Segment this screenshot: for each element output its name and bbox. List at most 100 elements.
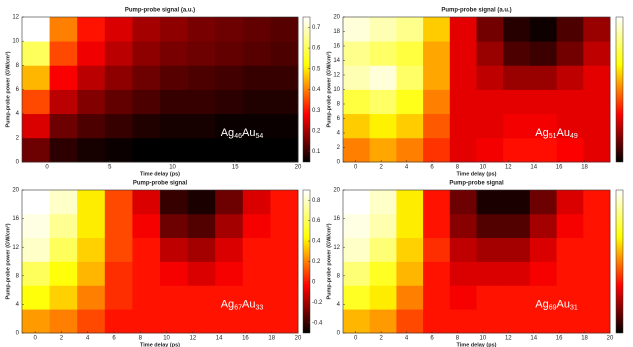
heat-cell	[556, 213, 584, 239]
heat-cell	[160, 190, 188, 215]
heat-cell	[132, 237, 161, 262]
heat-cell	[22, 65, 50, 90]
heat-cell	[187, 113, 216, 139]
heat-cell	[215, 41, 244, 66]
annotation-text: Ag	[535, 298, 548, 310]
y-axis-label: Pump-probe power (GW/cm²)	[325, 223, 332, 299]
annotation: Ag67Au33	[221, 298, 264, 311]
colorbar-tick-label: 0.1	[312, 149, 321, 155]
heat-cell	[270, 285, 299, 310]
y-tick-label: 12	[12, 15, 19, 21]
heat-cell	[449, 41, 477, 66]
x-tick-label: 0	[33, 336, 37, 342]
heat-cell	[556, 17, 584, 42]
heat-cell	[503, 89, 531, 115]
heat-cell	[242, 65, 271, 90]
y-tick-label: 0	[337, 160, 341, 166]
heat-cell	[556, 65, 584, 90]
heat-cell	[343, 65, 371, 90]
annotation-subscript: 69	[549, 304, 557, 311]
heat-cell	[449, 237, 477, 262]
heat-cell	[529, 190, 557, 215]
heat-cell	[49, 237, 78, 262]
heat-cell	[369, 237, 397, 262]
heat-cell	[583, 89, 611, 115]
annotation-text: Au	[557, 298, 570, 310]
x-axis-label: Time delay (ps)	[457, 171, 497, 177]
y-tick-label: 16	[12, 216, 19, 222]
y-axis-label: Pump-probe power (GW/cm²)	[4, 51, 11, 127]
heat-cell	[396, 285, 424, 310]
heat-cell	[423, 261, 451, 286]
heat-cell	[160, 285, 188, 310]
heat-cell	[77, 213, 106, 239]
x-tick-label: 10	[169, 165, 176, 171]
heat-cell	[583, 17, 611, 42]
heat-cell	[423, 89, 451, 115]
heat-cell	[476, 17, 504, 42]
heat-cell	[132, 213, 161, 239]
heat-cell	[369, 17, 397, 42]
heat-cell	[104, 285, 133, 310]
heat-cell	[343, 261, 371, 286]
heat-cell	[49, 137, 78, 163]
heat-cell	[583, 309, 611, 334]
y-tick-label: 14	[333, 58, 340, 64]
heat-cell	[104, 89, 133, 115]
heat-cell	[160, 237, 188, 262]
plot-frame	[21, 189, 299, 334]
y-tick-label: 8	[337, 273, 341, 279]
heat-cell	[396, 113, 424, 139]
x-tick-label: 12	[190, 336, 197, 342]
heat-cell	[187, 17, 216, 42]
heat-cell	[583, 41, 611, 66]
heat-cell	[187, 261, 216, 286]
x-tick-label: 4	[86, 336, 90, 342]
heat-cell	[77, 17, 106, 42]
heat-cell	[160, 65, 188, 90]
heat-cell	[343, 113, 371, 139]
heat-cell	[423, 285, 451, 310]
x-tick-label: 8	[456, 165, 460, 171]
heat-cell	[583, 237, 611, 262]
heat-cell	[343, 285, 371, 310]
x-axis-label: Time delay (ps)	[140, 342, 180, 347]
annotation: Ag69Au31	[535, 298, 578, 311]
x-tick-label: 2	[379, 165, 383, 171]
heat-cell	[423, 65, 451, 90]
annotation-subscript: 49	[570, 133, 578, 140]
heat-cell	[187, 89, 216, 115]
heat-cell	[583, 137, 611, 163]
heat-cell	[77, 309, 106, 334]
heat-cell	[343, 41, 371, 66]
heat-cell	[270, 261, 299, 286]
heat-cell	[22, 237, 50, 262]
heat-cell	[556, 261, 584, 286]
heat-cell	[396, 17, 424, 42]
x-tick-label: 6	[112, 336, 116, 342]
x-tick-label: 16	[556, 165, 563, 171]
heat-cell	[242, 113, 271, 139]
heat-cell	[270, 17, 299, 42]
x-tick-label: 8	[456, 336, 460, 342]
colorbar-tick-label: 0.3	[312, 108, 321, 114]
heat-cell	[476, 309, 504, 334]
heat-cell	[22, 17, 50, 42]
heat-cell	[423, 190, 451, 215]
heat-cell	[529, 89, 557, 115]
heat-cell	[77, 261, 106, 286]
heat-cell	[132, 89, 161, 115]
colorbar-tick-label: 0.4	[312, 239, 321, 245]
heat-cell	[104, 17, 133, 42]
y-tick-label: 18	[333, 29, 340, 35]
x-tick-label: 4	[405, 336, 409, 342]
heat-cell	[215, 113, 244, 139]
heat-cell	[242, 41, 271, 66]
y-tick-label: 6	[337, 116, 341, 122]
heat-cell	[476, 213, 504, 239]
colorbar-tick-label: 0.5	[312, 66, 321, 72]
heat-cell	[583, 113, 611, 139]
heat-cell	[529, 65, 557, 90]
heat-cell	[583, 213, 611, 239]
